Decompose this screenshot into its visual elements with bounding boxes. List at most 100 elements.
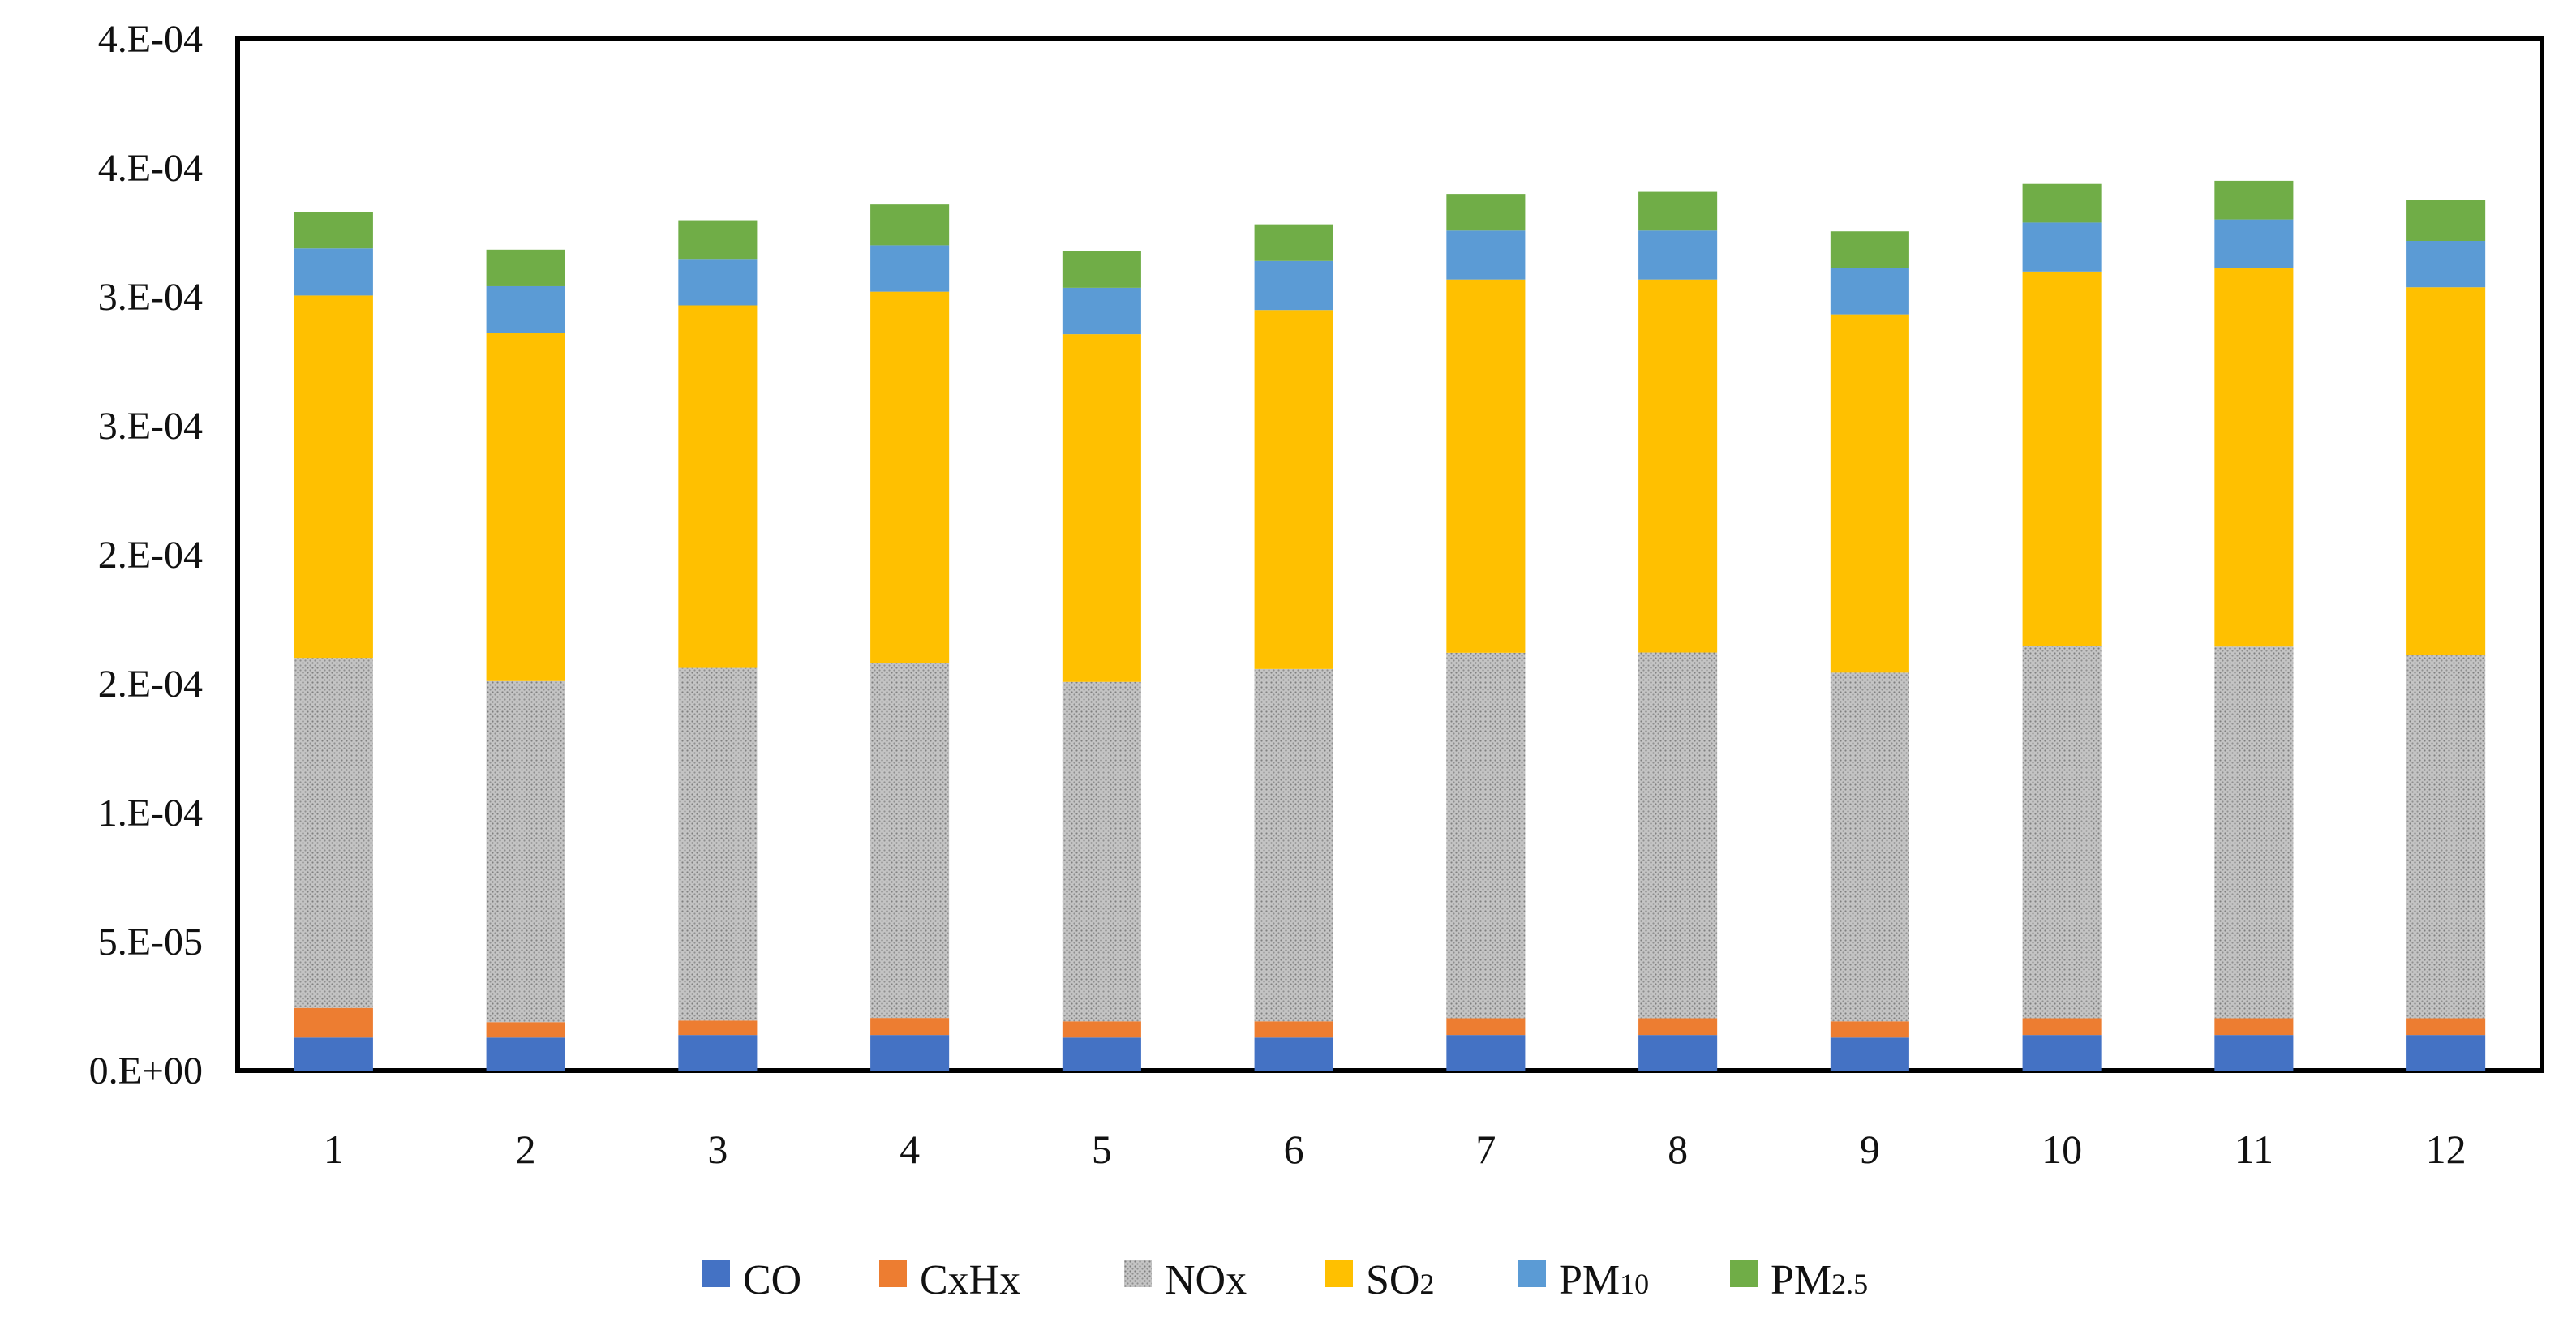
bar-segment-pm25-5 xyxy=(1062,251,1141,288)
bar-segment-co-10 xyxy=(2022,1035,2102,1071)
y-tick-label: 4.E-04 xyxy=(98,147,203,190)
bar-segment-pm25-8 xyxy=(1638,191,1718,231)
bar-segment-pm10-1 xyxy=(294,248,373,296)
bar-segment-so2-7 xyxy=(1446,279,1526,653)
bar-segment-co-2 xyxy=(486,1037,565,1071)
x-tick-label: 10 xyxy=(2041,1127,2082,1172)
legend-swatch-so2 xyxy=(1325,1260,1353,1287)
bar-segment-pm10-2 xyxy=(486,285,565,333)
bar-segment-pm25-2 xyxy=(486,249,565,286)
legend-label-pm10: PM10 xyxy=(1559,1257,1649,1303)
legend-swatch-cxhx xyxy=(879,1260,907,1287)
x-tick-label: 7 xyxy=(1475,1127,1496,1172)
plot-area-frame xyxy=(235,36,2544,1073)
bar-segment-cxhx-6 xyxy=(1254,1021,1333,1038)
bar-segment-pm25-6 xyxy=(1254,224,1333,261)
legend-swatch-co xyxy=(702,1260,730,1287)
bar-segment-pm10-8 xyxy=(1638,230,1718,280)
bar-segment-nox-4 xyxy=(870,663,950,1019)
bar-segment-co-4 xyxy=(870,1035,950,1071)
x-tick-label: 4 xyxy=(899,1127,920,1172)
x-tick-label: 12 xyxy=(2426,1127,2467,1172)
y-tick-label: 1.E-04 xyxy=(98,792,203,835)
bar-segment-cxhx-8 xyxy=(1638,1018,1718,1036)
bar-segment-cxhx-3 xyxy=(678,1020,758,1036)
legend-label-pm25: PM2.5 xyxy=(1771,1257,1868,1303)
bar-segment-so2-6 xyxy=(1254,310,1333,669)
bar-segment-so2-10 xyxy=(2022,271,2102,646)
bar-segment-co-7 xyxy=(1446,1035,1526,1071)
bar-segment-cxhx-4 xyxy=(870,1018,950,1036)
legend-swatch-pm10 xyxy=(1518,1260,1546,1287)
legend-label-co: CO xyxy=(743,1257,801,1303)
bar-segment-pm10-12 xyxy=(2406,240,2486,288)
bar-segment-pm25-4 xyxy=(870,204,950,246)
bar-segment-pm10-9 xyxy=(1830,268,1909,315)
x-axis-labels: 1 2 3 4 5 6 7 8 9 10 11 12 xyxy=(324,1127,2467,1172)
bar-segment-co-11 xyxy=(2214,1035,2294,1071)
x-tick-label: 9 xyxy=(1860,1127,1880,1172)
bar-segment-so2-4 xyxy=(870,291,950,663)
legend-label-cxhx: CxHx xyxy=(920,1257,1020,1303)
bar-segment-pm10-11 xyxy=(2214,219,2294,269)
x-tick-label: 8 xyxy=(1668,1127,1688,1172)
bar-segment-so2-2 xyxy=(486,333,565,681)
y-tick-label: 5.E-05 xyxy=(98,921,203,964)
x-tick-label: 5 xyxy=(1092,1127,1112,1172)
legend-swatch-pm25 xyxy=(1730,1260,1758,1287)
bar-segment-pm10-5 xyxy=(1062,287,1141,335)
bar-segment-so2-8 xyxy=(1638,279,1718,653)
bar-segment-pm25-11 xyxy=(2214,180,2294,220)
y-axis-labels: 0.E+00 5.E-05 1.E-04 2.E-04 2.E-04 3.E-04 3.E-… xyxy=(89,18,203,1092)
bar-segment-nox-3 xyxy=(678,667,758,1021)
y-tick-label: 4.E-04 xyxy=(98,18,203,61)
bar-segment-pm25-1 xyxy=(294,212,373,249)
bar-segment-so2-3 xyxy=(678,305,758,668)
legend: CO CxHx NOx SO2 PM10 PM2.5 xyxy=(702,1257,1868,1303)
y-tick-label: 3.E-04 xyxy=(98,276,203,319)
bar-segment-pm25-7 xyxy=(1446,194,1526,231)
bar-segment-pm10-7 xyxy=(1446,230,1526,280)
bar-segment-co-9 xyxy=(1830,1037,1909,1071)
bar-segment-pm25-10 xyxy=(2022,183,2102,223)
bar-segment-nox-12 xyxy=(2406,655,2486,1019)
x-tick-label: 2 xyxy=(516,1127,536,1172)
bar-segment-nox-10 xyxy=(2022,646,2102,1019)
bar-segment-cxhx-5 xyxy=(1062,1021,1141,1038)
bar-segment-pm10-6 xyxy=(1254,260,1333,311)
legend-label-nox: NOx xyxy=(1165,1257,1247,1303)
x-tick-label: 6 xyxy=(1284,1127,1304,1172)
bar-segment-pm25-3 xyxy=(678,220,758,260)
bar-segment-co-3 xyxy=(678,1035,758,1071)
bar-segment-so2-5 xyxy=(1062,334,1141,682)
bar-segment-nox-1 xyxy=(294,658,373,1008)
bar-segment-so2-12 xyxy=(2406,287,2486,656)
bar-segment-nox-6 xyxy=(1254,668,1333,1022)
bar-segment-cxhx-12 xyxy=(2406,1018,2486,1036)
bar-segment-co-6 xyxy=(1254,1037,1333,1071)
y-tick-label: 0.E+00 xyxy=(89,1049,203,1092)
x-tick-label: 1 xyxy=(324,1127,344,1172)
legend-label-so2: SO2 xyxy=(1366,1257,1434,1303)
bar-segment-nox-11 xyxy=(2214,646,2294,1019)
bar-segment-nox-5 xyxy=(1062,681,1141,1022)
bar-segment-co-5 xyxy=(1062,1037,1141,1071)
y-tick-label: 2.E-04 xyxy=(98,534,203,577)
x-tick-label: 11 xyxy=(2235,1127,2273,1172)
bar-segment-cxhx-10 xyxy=(2022,1018,2102,1036)
bar-segment-cxhx-1 xyxy=(294,1007,373,1038)
bars-layer xyxy=(294,180,2486,1071)
bar-segment-pm25-12 xyxy=(2406,200,2486,241)
bar-segment-nox-2 xyxy=(486,680,565,1023)
bar-segment-so2-11 xyxy=(2214,268,2294,647)
bar-segment-nox-8 xyxy=(1638,652,1718,1019)
x-tick-label: 3 xyxy=(707,1127,728,1172)
bar-segment-co-12 xyxy=(2406,1035,2486,1071)
bar-segment-so2-1 xyxy=(294,295,373,659)
bar-segment-pm10-10 xyxy=(2022,222,2102,272)
y-tick-label: 2.E-04 xyxy=(98,663,203,706)
bar-segment-cxhx-7 xyxy=(1446,1018,1526,1036)
bar-segment-cxhx-9 xyxy=(1830,1021,1909,1038)
